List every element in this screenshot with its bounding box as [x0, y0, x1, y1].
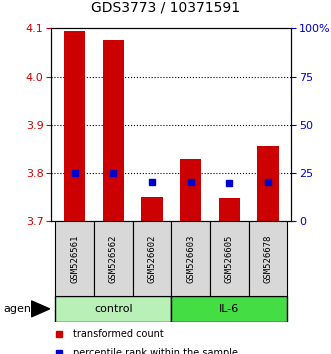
Bar: [64, 31, 85, 221]
Text: IL-6: IL-6: [219, 304, 239, 314]
Text: percentile rank within the sample: percentile rank within the sample: [73, 348, 238, 354]
Bar: [210, 221, 249, 296]
Bar: [171, 221, 210, 296]
Bar: [55, 296, 171, 322]
Text: control: control: [94, 304, 132, 314]
Polygon shape: [31, 301, 50, 317]
Text: agent: agent: [3, 304, 36, 314]
Text: GSM526678: GSM526678: [263, 234, 272, 282]
Bar: [103, 40, 124, 221]
Text: GSM526603: GSM526603: [186, 234, 195, 282]
Text: GSM526562: GSM526562: [109, 234, 118, 282]
Bar: [94, 221, 133, 296]
Text: GSM526602: GSM526602: [147, 234, 157, 282]
Bar: [171, 296, 287, 322]
Bar: [133, 221, 171, 296]
Bar: [219, 198, 240, 221]
Bar: [258, 147, 279, 221]
Text: transformed count: transformed count: [73, 329, 164, 339]
Text: GDS3773 / 10371591: GDS3773 / 10371591: [91, 0, 240, 14]
Bar: [249, 221, 287, 296]
Text: GSM526605: GSM526605: [225, 234, 234, 282]
Bar: [180, 159, 201, 221]
Bar: [141, 197, 163, 221]
Bar: [55, 221, 94, 296]
Text: GSM526561: GSM526561: [70, 234, 79, 282]
